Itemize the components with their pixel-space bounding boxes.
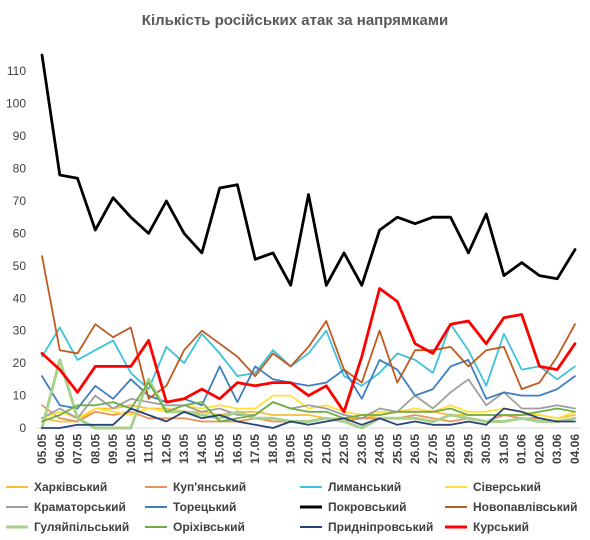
x-tick-label: 02.06 — [532, 434, 546, 464]
series-line — [41, 407, 576, 429]
x-tick-label: 07.05 — [71, 434, 85, 464]
series-line — [40, 53, 577, 287]
x-tick-label: 24.05 — [373, 434, 387, 464]
x-tick-label: 04.06 — [568, 434, 582, 464]
x-tick-label: 11.05 — [142, 434, 156, 464]
x-tick-label: 16.05 — [230, 434, 244, 464]
x-tick-label: 26.05 — [408, 434, 422, 464]
x-tick-label: 10.05 — [124, 434, 138, 464]
series-line — [41, 358, 576, 410]
x-tick-label: 13.05 — [177, 434, 191, 464]
y-tick-label: 50 — [13, 259, 27, 273]
series-line — [41, 323, 576, 391]
x-tick-label: 21.05 — [319, 434, 333, 464]
y-tick-label: 0 — [19, 421, 26, 435]
legend-label: Курський — [473, 520, 529, 534]
x-tick-label: 09.05 — [106, 434, 120, 464]
y-tick-label: 110 — [7, 64, 26, 78]
x-tick-label: 18.05 — [266, 434, 280, 464]
series-line — [40, 358, 577, 430]
legend-label: Придніпровський — [328, 520, 433, 534]
x-tick-label: 19.05 — [284, 434, 298, 464]
x-tick-label: 12.05 — [159, 434, 173, 464]
x-tick-label: 14.05 — [195, 434, 209, 464]
series-line — [41, 394, 576, 420]
y-tick-label: 30 — [13, 324, 27, 338]
x-tick-label: 20.05 — [302, 434, 316, 464]
y-tick-label: 60 — [13, 226, 27, 240]
x-tick-label: 23.05 — [355, 434, 369, 464]
legend-label: Новопавлівський — [473, 500, 578, 514]
x-tick-label: 30.05 — [479, 434, 493, 464]
y-tick-label: 10 — [13, 389, 27, 403]
series-line — [41, 255, 576, 400]
y-tick-label: 90 — [13, 129, 27, 143]
x-tick-label: 28.05 — [444, 434, 458, 464]
x-tick-label: 25.05 — [390, 434, 404, 464]
legend-label: Торецький — [173, 500, 236, 514]
x-tick-label: 06.05 — [53, 434, 67, 464]
y-tick-label: 20 — [13, 356, 27, 370]
y-tick-label: 40 — [13, 291, 27, 305]
y-tick-label: 80 — [13, 162, 27, 176]
legend-label: Гуляйпільський — [34, 520, 129, 534]
x-tick-label: 08.05 — [88, 434, 102, 464]
x-tick-label: 15.05 — [213, 434, 227, 464]
x-tick-label: 01.06 — [515, 434, 529, 464]
legend-label: Куп'янський — [173, 480, 246, 494]
legend-label: Покровський — [328, 500, 407, 514]
x-tick-label: 03.06 — [550, 434, 564, 464]
x-tick-label: 27.05 — [426, 434, 440, 464]
series-line — [41, 378, 576, 420]
y-tick-label: 100 — [6, 97, 26, 111]
legend-label: Харківський — [34, 480, 107, 494]
legend-label: Сіверський — [473, 480, 541, 494]
legend-label: Краматорський — [34, 500, 126, 514]
series-line — [40, 287, 577, 414]
legend-label: Оріхівський — [173, 520, 245, 534]
x-tick-label: 31.05 — [497, 434, 511, 464]
legend-label: Лиманський — [328, 480, 401, 494]
x-tick-label: 22.05 — [337, 434, 351, 464]
x-tick-label: 29.05 — [461, 434, 475, 464]
y-tick-label: 70 — [13, 194, 27, 208]
x-tick-label: 05.05 — [35, 434, 49, 464]
chart-title: Кількість російських атак за напрямками — [141, 12, 449, 29]
x-tick-label: 17.05 — [248, 434, 262, 464]
